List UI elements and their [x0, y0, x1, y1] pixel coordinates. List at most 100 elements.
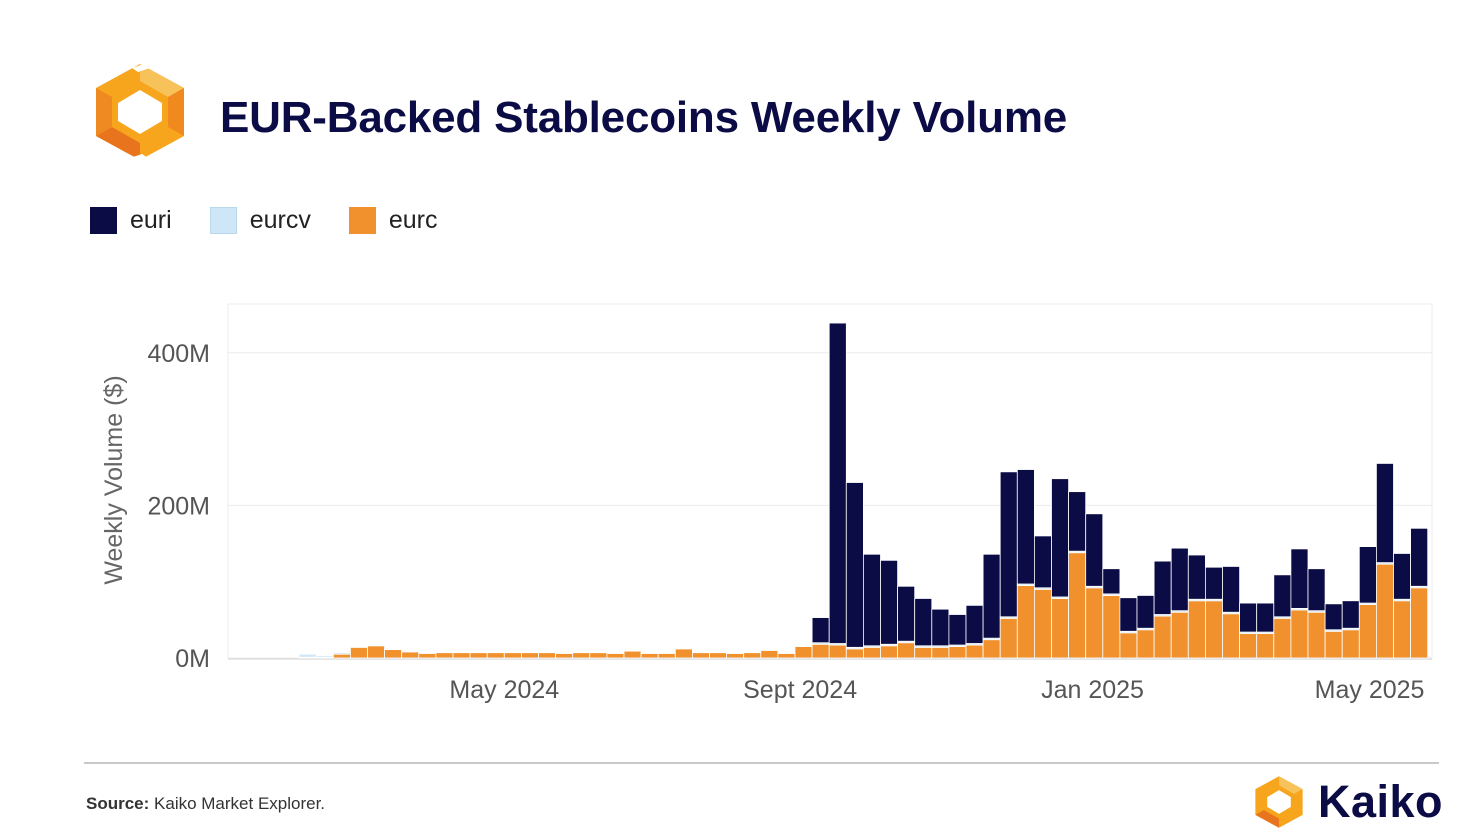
legend-item-eurc[interactable]: eurc [348, 206, 437, 235]
bar-eurcv [435, 651, 454, 654]
bar-eurc [572, 652, 591, 659]
bar-eurc [418, 653, 437, 659]
bar-eurc [1410, 587, 1429, 659]
bar-eurc [1170, 611, 1189, 659]
bar-euri [1290, 548, 1309, 609]
chart-title: EUR-Backed Stablecoins Weekly Volume [220, 93, 1068, 142]
bar-eurc [435, 652, 454, 659]
bar-euri [1307, 568, 1326, 612]
bar-eurcv [674, 647, 693, 650]
legend-swatch-euri [90, 206, 117, 234]
bar-eurc [1085, 587, 1104, 659]
bar-euri [1273, 574, 1292, 618]
bar-eurc [1034, 588, 1052, 659]
bar-eurcv [572, 651, 591, 654]
kaiko-brand-icon [1255, 776, 1303, 828]
bar-euri [811, 617, 830, 644]
bar-eurc [640, 653, 659, 659]
bar-eurcv [418, 652, 437, 654]
bar-eurc [606, 653, 625, 659]
bar-eurc [521, 652, 539, 659]
bar-eurcv [589, 651, 608, 654]
x-tick-label: May 2025 [1315, 676, 1425, 704]
bar-eurcv [623, 649, 642, 652]
bar-euri [1051, 478, 1070, 598]
bar-eurc [743, 652, 762, 659]
bar-eurc [1187, 600, 1206, 659]
bar-eurc [948, 646, 967, 659]
bar-eurcv [315, 655, 334, 658]
footer-divider [84, 762, 1439, 764]
x-tick-label: May 2024 [449, 676, 559, 704]
bar-eurc [1324, 630, 1343, 659]
bar-eurc [674, 648, 693, 659]
legend-label-eurcv: eurcv [249, 205, 311, 234]
bar-eurc [914, 646, 933, 659]
bar-eurcv [692, 651, 710, 654]
bar-euri [1410, 527, 1429, 587]
bar-euri [1153, 560, 1172, 615]
bar-eurc [657, 653, 676, 659]
bar-euri [1119, 597, 1138, 632]
bar-eurcv [367, 644, 386, 647]
bar-euri [982, 553, 1001, 639]
bar-euri [1085, 513, 1104, 587]
bar-euri [828, 322, 847, 644]
bar-eurcv [503, 651, 522, 654]
legend-label-euri: euri [130, 205, 172, 234]
bar-eurc [349, 646, 368, 659]
bar-eurc [1256, 633, 1275, 659]
bar-eurc [589, 652, 608, 659]
kaiko-logo-icon [96, 64, 184, 162]
bar-eurcv [657, 652, 676, 654]
bar-eurc [538, 652, 557, 659]
bar-eurc [1136, 629, 1155, 659]
bar-eurcv [349, 646, 368, 648]
bar-euri [965, 604, 984, 644]
bar-eurc [1273, 617, 1292, 659]
bar-eurc [1290, 609, 1309, 659]
bar-euri [1358, 546, 1377, 604]
legend-item-eurcv[interactable]: eurcv [209, 205, 311, 235]
bar-eurc [401, 651, 420, 659]
bar-euri [1016, 469, 1035, 585]
bar-eurc [1051, 598, 1070, 659]
bar-euri [1222, 566, 1241, 613]
bar-eurcv [760, 649, 779, 651]
bar-eurc [828, 644, 847, 659]
bar-eurc [794, 646, 813, 659]
bar-euri [1256, 602, 1275, 633]
bar-eurc [709, 652, 728, 659]
bar-eurcv [726, 652, 745, 654]
bar-eurc [811, 643, 830, 659]
bar-eurc [1341, 629, 1360, 659]
bar-eurc [845, 648, 864, 659]
bar-eurc [1153, 615, 1172, 659]
bar-eurc [1119, 632, 1138, 659]
bar-euri [1136, 595, 1155, 629]
legend: euri eurcv eurc [90, 204, 475, 236]
bar-eurcv [538, 651, 557, 654]
x-tick-label: Jan 2025 [1041, 676, 1144, 704]
bar-eurc [452, 652, 471, 659]
bar-eurc [1205, 600, 1223, 659]
bar-eurc [692, 652, 710, 659]
bar-euri [1187, 554, 1206, 600]
bar-eurc [863, 646, 881, 659]
bar-euri [1170, 547, 1189, 612]
legend-item-euri[interactable]: euri [90, 206, 172, 235]
bar-euri [1068, 491, 1087, 552]
bar-eurc [982, 639, 1001, 659]
bar-eurc [1016, 585, 1035, 659]
bar-eurc [1307, 611, 1326, 659]
bar-eurcv [640, 652, 659, 654]
bar-eurc [931, 646, 950, 659]
bar-eurc [897, 642, 916, 659]
bar-euri [1341, 600, 1360, 629]
source-label: Source: [86, 794, 150, 813]
bar-eurc [1376, 563, 1394, 659]
bar-eurcv [555, 652, 574, 654]
y-tick-label: 400M [147, 340, 210, 368]
bar-eurc [503, 652, 522, 659]
